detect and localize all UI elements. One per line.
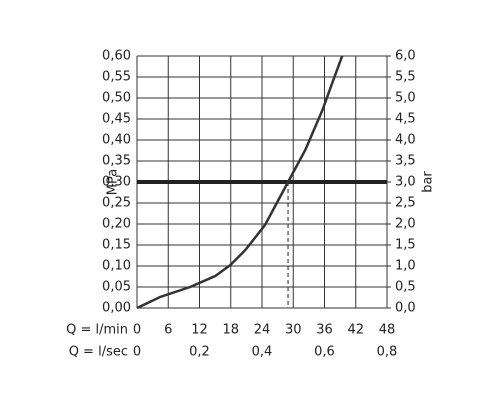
x2-tick-label: 0,6	[314, 345, 335, 360]
y2-tick-label: 1,5	[395, 238, 416, 253]
x-tick-label: 36	[316, 323, 333, 338]
y2-axis-label: bar	[421, 171, 436, 193]
x2-tick-label: 0,8	[377, 345, 398, 360]
x-tick-label: 12	[191, 323, 208, 338]
y2-tick-label: 3,5	[395, 154, 416, 169]
x2-tick-label: 0,4	[252, 345, 273, 360]
y-tick-label: 0,45	[102, 112, 131, 127]
y-axis-label: MPa	[106, 169, 121, 195]
y2-tick-label: 5,0	[395, 91, 416, 106]
x-tick-label: 30	[285, 323, 302, 338]
x-tick-label: 6	[164, 323, 172, 338]
x-tick-label: 0	[133, 323, 141, 338]
x-tick-label: 48	[379, 323, 396, 338]
x2-tick-label: 0,2	[189, 345, 210, 360]
y-tick-label: 0,55	[102, 70, 131, 85]
y2-tick-label: 0,0	[395, 301, 416, 316]
y-tick-label: 0,15	[102, 238, 131, 253]
y2-tick-label: 3,0	[395, 175, 416, 190]
y-tick-label: 0,30	[102, 175, 131, 190]
y-tick-label: 0,10	[102, 259, 131, 274]
y-tick-label: 0,25	[102, 196, 131, 211]
y-tick-label: 0,05	[102, 280, 131, 295]
y2-tick-label: 2,5	[395, 196, 416, 211]
y2-tick-label: 5,5	[395, 70, 416, 85]
x2-tick-label: 0	[133, 345, 141, 360]
y2-tick-label: 0,5	[395, 280, 416, 295]
y2-tick-label: 4,5	[395, 112, 416, 127]
x-tick-label: 24	[254, 323, 271, 338]
x-axis-label: Q = l/min	[66, 323, 128, 338]
y2-tick-label: 1,0	[395, 259, 416, 274]
y-tick-label: 0,40	[102, 133, 131, 148]
y2-tick-label: 2,0	[395, 217, 416, 232]
line-series	[136, 55, 344, 310]
y-tick-label: 0,60	[102, 49, 131, 64]
x2-axis-label: Q = l/sec	[69, 345, 128, 360]
y2-tick-label: 6,0	[395, 49, 416, 64]
y-tick-label: 0,50	[102, 91, 131, 106]
y-tick-label: 0,35	[102, 154, 131, 169]
x-tick-label: 18	[222, 323, 239, 338]
x-tick-label: 42	[347, 323, 364, 338]
y-tick-label: 0,00	[102, 301, 131, 316]
y-tick-label: 0,20	[102, 217, 131, 232]
y2-tick-label: 4,0	[395, 133, 416, 148]
